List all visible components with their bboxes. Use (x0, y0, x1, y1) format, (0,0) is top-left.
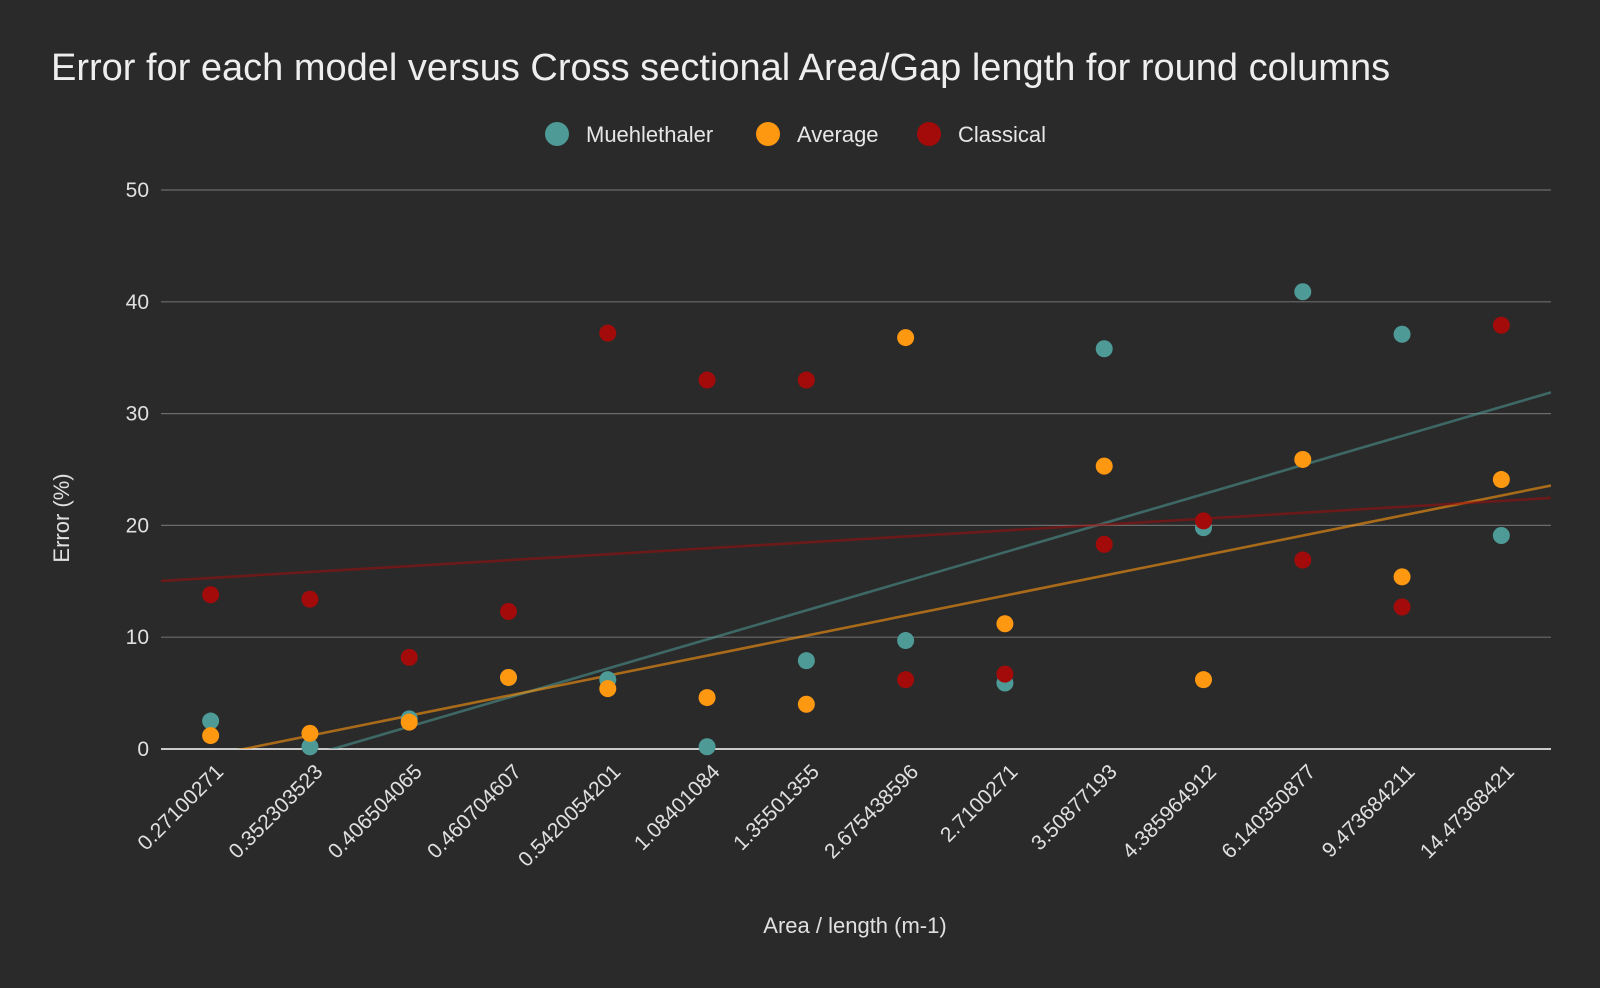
legend-item-average: Average (756, 122, 879, 147)
point-muehlethaler (1095, 340, 1113, 358)
trendline-average (237, 484, 1551, 749)
point-average (1195, 671, 1212, 689)
point-average (1492, 471, 1510, 489)
legend-label: Classical (958, 122, 1046, 147)
point-average (400, 713, 418, 731)
legend-marker (545, 122, 569, 146)
point-average (897, 329, 915, 347)
legend-label: Average (797, 122, 879, 147)
trendline-muehlethaler (328, 391, 1551, 749)
point-classical (1195, 512, 1212, 530)
data-points (202, 283, 1510, 756)
point-average (1294, 450, 1312, 468)
point-classical (599, 324, 617, 342)
chart-title: Error for each model versus Cross sectio… (51, 47, 1390, 89)
legend-marker (756, 122, 780, 146)
point-muehlethaler (1294, 283, 1312, 301)
y-tick-label: 0 (137, 738, 149, 761)
point-average (1393, 568, 1411, 586)
trendline-classical (161, 496, 1551, 583)
point-classical (202, 586, 220, 604)
point-classical (301, 590, 319, 608)
y-tick-label: 40 (126, 291, 149, 314)
point-classical (996, 665, 1014, 683)
legend-item-classical: Classical (917, 122, 1046, 147)
point-classical (1393, 598, 1411, 616)
trendlines (161, 391, 1551, 749)
gridlines (161, 189, 1551, 750)
point-average (202, 727, 220, 745)
y-tick-label: 30 (126, 403, 149, 426)
y-tick-label: 50 (126, 179, 149, 202)
point-classical (400, 648, 418, 666)
x-axis-title: Area / length (m-1) (763, 913, 946, 938)
y-tick-label: 20 (126, 514, 149, 537)
point-classical (897, 671, 915, 689)
legend-marker (917, 122, 941, 146)
point-average (797, 695, 815, 713)
point-classical (1095, 535, 1113, 553)
y-axis-title: Error (%) (49, 473, 74, 562)
point-muehlethaler (202, 712, 220, 730)
point-muehlethaler (698, 738, 716, 756)
point-classical (1294, 551, 1312, 569)
point-classical (698, 371, 716, 389)
point-classical (500, 602, 517, 620)
point-muehlethaler (1393, 325, 1411, 343)
point-muehlethaler (897, 632, 915, 650)
point-muehlethaler (797, 652, 815, 670)
legend-item-muehlethaler: Muehlethaler (545, 122, 713, 147)
point-average (301, 724, 319, 742)
point-average (698, 689, 716, 707)
y-axis-ticks: 0 10 20 30 40 50 (126, 179, 149, 761)
point-average (1095, 457, 1113, 475)
legend: Muehlethaler Average Classical (545, 122, 1046, 147)
point-muehlethaler (301, 738, 319, 756)
point-classical (1492, 316, 1510, 334)
point-average (996, 615, 1014, 633)
point-average (599, 680, 617, 698)
point-classical (797, 371, 815, 389)
y-tick-label: 10 (126, 626, 149, 649)
point-muehlethaler (1492, 526, 1510, 544)
legend-label: Muehlethaler (586, 122, 713, 147)
point-average (500, 668, 517, 686)
